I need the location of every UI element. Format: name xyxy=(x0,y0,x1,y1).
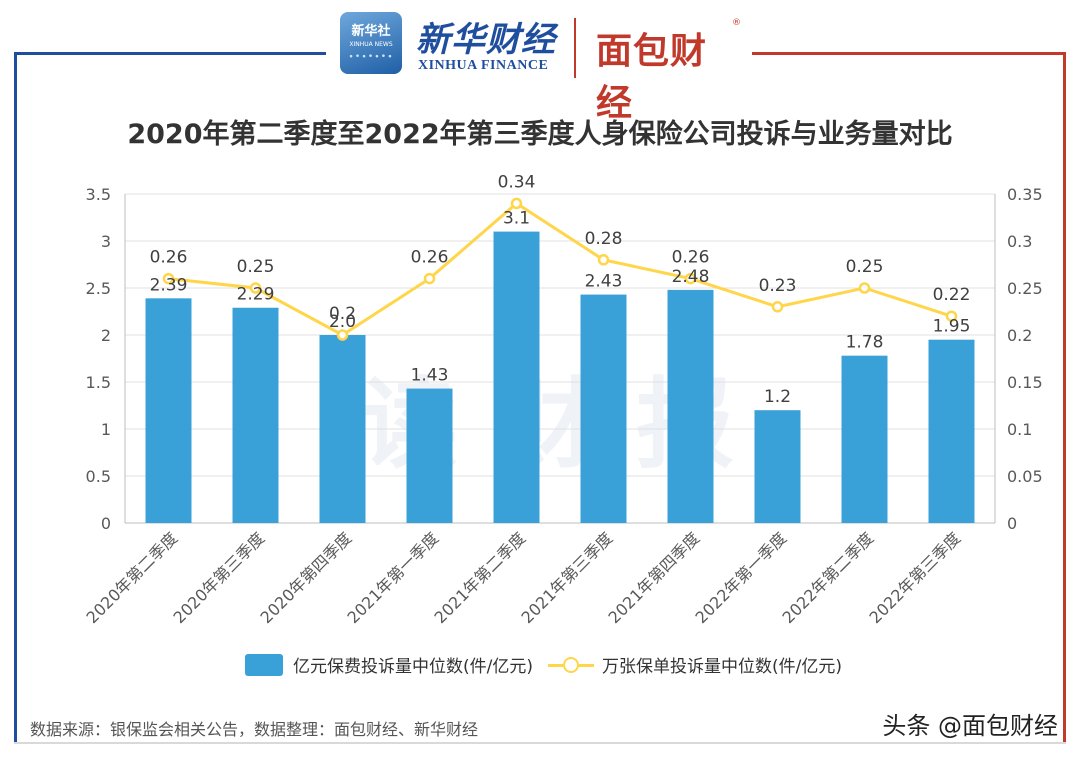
y-left-tick-label: 3.5 xyxy=(86,185,111,204)
y-left-tick-label: 0.5 xyxy=(86,467,111,486)
header-logos: 新华社 XINHUA NEWS ∙•∙•∙•∙ 新华财经 XINHUA FINA… xyxy=(340,8,741,124)
frame-top-left-line xyxy=(14,52,326,55)
legend-item-bar: 亿元保费投诉量中位数(件/亿元) xyxy=(245,652,533,677)
y-left-tick-label: 1 xyxy=(101,420,111,439)
line-point xyxy=(423,272,436,285)
legend-line-swatch xyxy=(548,654,594,676)
x-category-label: 2022年第一季度 xyxy=(692,528,791,627)
x-category-label: 2021年第一季度 xyxy=(344,528,443,627)
y-left-tick-label: 2 xyxy=(101,326,111,345)
mianbao-caijing-logo: 面包财经 xyxy=(596,31,708,124)
bar-value-label: 1.95 xyxy=(933,317,971,337)
y-right-tick-label: 0.05 xyxy=(1007,467,1043,486)
legend-line-label: 万张保单投诉量中位数(件/亿元) xyxy=(602,657,842,677)
line-point xyxy=(858,282,871,294)
line-point xyxy=(945,310,958,322)
toutiao-credit: 头条 @面包财经 xyxy=(882,712,1058,740)
xinhua-badge-label: 新华社 xyxy=(351,24,391,39)
bar xyxy=(667,289,714,523)
series-line xyxy=(168,201,952,337)
bar xyxy=(841,355,888,523)
bar xyxy=(145,298,192,523)
y-left-tick-label: 1.5 xyxy=(86,373,111,392)
line-point xyxy=(771,301,784,313)
y-left-tick-label: 3 xyxy=(101,232,111,251)
line-point xyxy=(249,282,262,294)
line-value-label: 0.26 xyxy=(150,248,188,268)
logo-separator xyxy=(574,18,576,78)
y-right-tick-label: 0 xyxy=(1007,514,1017,533)
line-value-label: 0.26 xyxy=(672,248,710,268)
bar-value-label: 2.48 xyxy=(672,267,710,287)
line-point xyxy=(684,272,697,285)
line-value-label: 0.34 xyxy=(498,172,536,192)
chart-title: 2020年第二季度至2022年第三季度人身保险公司投诉与业务量对比 xyxy=(127,119,953,150)
xinhua-finance-cn-logo: 新华财经 xyxy=(416,20,556,60)
bar xyxy=(406,388,453,523)
bar-value-label: 2.43 xyxy=(585,272,623,292)
chart-legend: 亿元保费投诉量中位数(件/亿元) 万张保单投诉量中位数(件/亿元) xyxy=(0,652,1080,682)
y-left-tick-label: 0 xyxy=(101,514,111,533)
bar xyxy=(319,335,366,523)
legend-bar-label: 亿元保费投诉量中位数(件/亿元) xyxy=(293,657,533,677)
bar xyxy=(580,294,627,523)
frame-top-right-line xyxy=(752,52,1066,55)
x-category-label: 2021年第四季度 xyxy=(605,528,704,627)
x-category-label: 2021年第三季度 xyxy=(518,528,617,627)
xinhua-finance-en-logo: XINHUA FINANCE xyxy=(418,58,549,73)
xinhua-news-badge: 新华社 XINHUA NEWS ∙•∙•∙•∙ xyxy=(340,12,402,74)
bar-value-label: 1.78 xyxy=(846,333,884,353)
bar xyxy=(493,231,540,523)
y-right-tick-label: 0.3 xyxy=(1007,232,1032,251)
y-right-tick-label: 0.35 xyxy=(1007,185,1043,204)
bar-value-label: 2.0 xyxy=(329,312,356,332)
line-point xyxy=(510,197,523,210)
bar xyxy=(232,307,279,523)
x-category-label: 2020年第三季度 xyxy=(170,528,269,627)
line-point xyxy=(162,272,175,285)
frame-bottom-line xyxy=(14,742,1066,744)
bar xyxy=(754,410,801,523)
xinhua-badge-sub: XINHUA NEWS xyxy=(349,41,393,48)
line-value-label: 0.23 xyxy=(759,276,797,296)
bar-value-label: 2.39 xyxy=(150,275,188,295)
line-value-label: 0.22 xyxy=(933,285,971,305)
bar-value-label: 2.29 xyxy=(237,285,275,305)
legend-bar-swatch xyxy=(245,653,283,676)
data-source-note: 数据来源：银保监会相关公告，数据整理：面包财经、新华财经 xyxy=(30,720,479,739)
x-category-label: 2022年第三季度 xyxy=(866,528,965,627)
y-left-tick-label: 2.5 xyxy=(86,279,111,298)
x-category-label: 2020年第四季度 xyxy=(257,528,356,627)
y-right-tick-label: 0.15 xyxy=(1007,373,1043,392)
bar-value-label: 3.1 xyxy=(503,209,530,229)
network-dots-icon: ∙•∙•∙•∙ xyxy=(348,52,394,62)
line-value-label: 0.26 xyxy=(411,248,449,268)
line-value-label: 0.25 xyxy=(846,257,884,277)
line-value-label: 0.25 xyxy=(237,257,275,277)
registered-mark: ® xyxy=(732,18,741,28)
frame-right-line xyxy=(1063,52,1066,742)
line-value-label: 0.28 xyxy=(585,229,623,249)
bar xyxy=(928,339,975,523)
bar-value-label: 1.43 xyxy=(411,366,449,386)
x-category-label: 2022年第二季度 xyxy=(779,528,878,627)
line-value-label: 0.2 xyxy=(329,304,356,324)
y-right-tick-label: 0.25 xyxy=(1007,279,1043,298)
legend-item-line: 万张保单投诉量中位数(件/亿元) xyxy=(548,652,842,677)
x-category-label: 2020年第二季度 xyxy=(83,528,182,627)
frame-left-line xyxy=(14,52,17,742)
line-point xyxy=(597,254,610,266)
y-right-tick-label: 0.1 xyxy=(1007,420,1032,439)
y-right-tick-label: 0.2 xyxy=(1007,326,1032,345)
x-category-label: 2021年第二季度 xyxy=(431,528,530,627)
bar-value-label: 1.2 xyxy=(764,387,791,407)
line-point xyxy=(336,329,349,341)
